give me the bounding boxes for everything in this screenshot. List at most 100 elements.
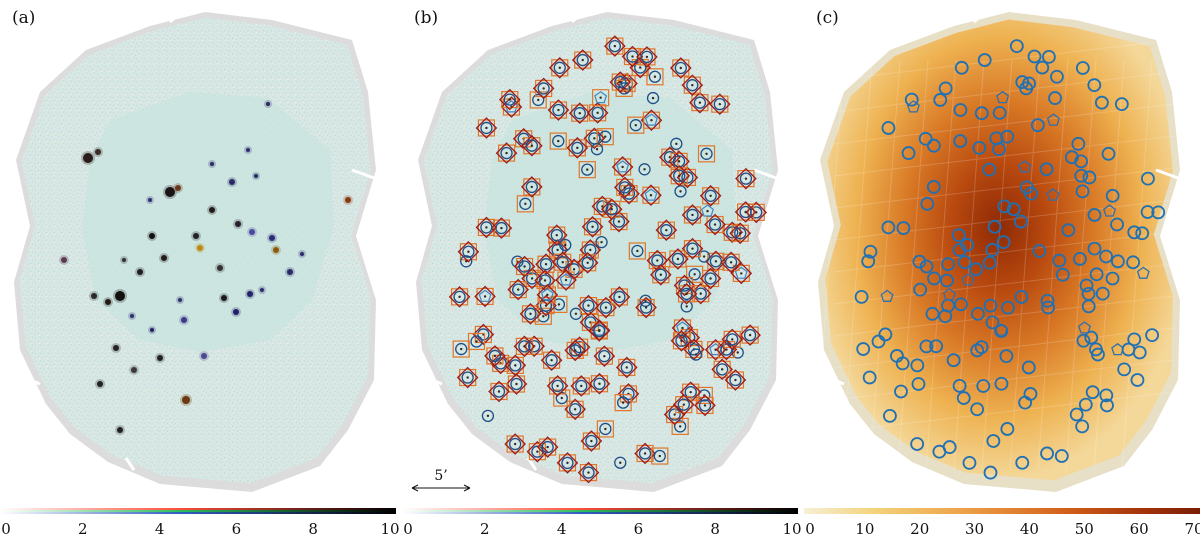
x-ray-source: [269, 235, 275, 241]
diamond-marker: [504, 433, 526, 455]
circle-marker: [1078, 397, 1093, 412]
x-ray-source: [182, 396, 190, 404]
square-marker: [657, 221, 675, 239]
diamond-marker: [519, 303, 542, 325]
pentagon-marker: [1046, 113, 1060, 126]
square-marker: [566, 400, 584, 418]
circle-marker: [729, 373, 742, 387]
circle-marker: [1071, 136, 1086, 151]
colorbar-tick-label: 4: [154, 520, 165, 538]
square-marker: [459, 243, 478, 261]
diamond-marker: [540, 349, 563, 372]
pentagon-marker: [880, 289, 894, 302]
diamond-marker: [548, 56, 571, 79]
source-dot: [574, 312, 578, 315]
circle-marker: [674, 61, 687, 75]
circle-marker: [994, 376, 1009, 391]
square-marker: [525, 337, 543, 355]
x-ray-source: [161, 255, 167, 261]
source-dot: [734, 378, 737, 382]
source-dot: [598, 329, 601, 333]
diamond-marker: [621, 45, 644, 68]
square-marker: [702, 187, 720, 205]
circle-marker: [1127, 332, 1142, 347]
circle-marker: [972, 140, 987, 155]
circle-marker: [552, 134, 565, 148]
source-dot: [590, 439, 593, 443]
circle-marker: [694, 287, 707, 300]
circle-marker: [985, 315, 1000, 330]
source-dot: [581, 58, 584, 62]
source-dot: [467, 250, 470, 253]
panel-b-source-catalog: (b): [402, 0, 798, 514]
circle-marker: [639, 294, 652, 307]
square-marker: [618, 358, 636, 377]
source-dot: [706, 209, 709, 213]
pentagon-marker: [1046, 188, 1060, 201]
source-dot: [466, 376, 469, 379]
square-marker: [467, 332, 486, 351]
circle-marker: [1140, 205, 1155, 219]
source-dot: [558, 66, 561, 69]
square-marker: [579, 254, 597, 272]
circle-marker: [1055, 267, 1070, 282]
circle-marker: [519, 197, 532, 210]
circle-marker: [653, 449, 666, 463]
circle-marker: [1015, 455, 1030, 470]
diamond-marker: [724, 369, 747, 391]
circle-marker: [686, 242, 699, 255]
square-marker: [568, 139, 586, 157]
circle-marker: [994, 324, 1009, 338]
diamond-marker: [456, 366, 479, 389]
circle-marker: [618, 181, 631, 194]
chip-gap: [124, 457, 136, 471]
panel-c-colorbar-ticks: 0 10 20 30 40 50 60 70: [804, 520, 1200, 540]
circle-marker: [539, 258, 553, 271]
diamond-marker: [635, 296, 657, 319]
pentagon-marker: [961, 273, 975, 286]
circle-marker: [608, 39, 621, 53]
diamond-marker: [521, 134, 543, 157]
square-marker: [711, 95, 729, 113]
diamond-marker: [669, 57, 692, 79]
source-dot: [693, 273, 696, 276]
circle-marker: [1100, 398, 1114, 413]
source-dot: [682, 403, 685, 406]
source-dot: [493, 354, 497, 358]
square-marker: [566, 341, 584, 360]
source-dot: [691, 213, 694, 217]
circle-marker: [942, 440, 957, 454]
source-dot: [610, 208, 613, 211]
circle-marker: [878, 327, 893, 342]
circle-marker: [951, 228, 966, 243]
panel-c-colorbar: [804, 508, 1200, 514]
diamond-marker: [588, 320, 611, 342]
panel-c-exposure-map: (c): [804, 0, 1200, 514]
circle-marker: [1019, 180, 1034, 195]
circle-marker: [1094, 95, 1109, 110]
circle-marker: [668, 408, 681, 421]
circle-marker: [976, 379, 991, 393]
circle-marker: [599, 130, 612, 143]
square-marker: [618, 74, 636, 93]
x-ray-source: [97, 381, 103, 387]
circle-marker: [524, 307, 537, 320]
source-dot: [649, 194, 653, 197]
circle-marker: [956, 391, 971, 405]
diamond-marker: [583, 127, 606, 150]
square-marker: [614, 158, 632, 176]
source-dot: [679, 66, 683, 70]
source-dot: [744, 210, 747, 214]
colorbar-tick-label: 2: [78, 520, 88, 538]
source-dot: [645, 55, 649, 59]
square-marker: [535, 79, 553, 98]
circle-marker: [555, 391, 568, 405]
circle-marker: [954, 60, 969, 75]
x-ray-source: [300, 252, 304, 256]
circle-marker: [1069, 407, 1084, 422]
source-dot: [678, 425, 682, 428]
source-dot: [544, 262, 548, 266]
square-marker: [490, 382, 508, 401]
source-dot: [574, 349, 577, 352]
chip-gap: [351, 168, 375, 180]
